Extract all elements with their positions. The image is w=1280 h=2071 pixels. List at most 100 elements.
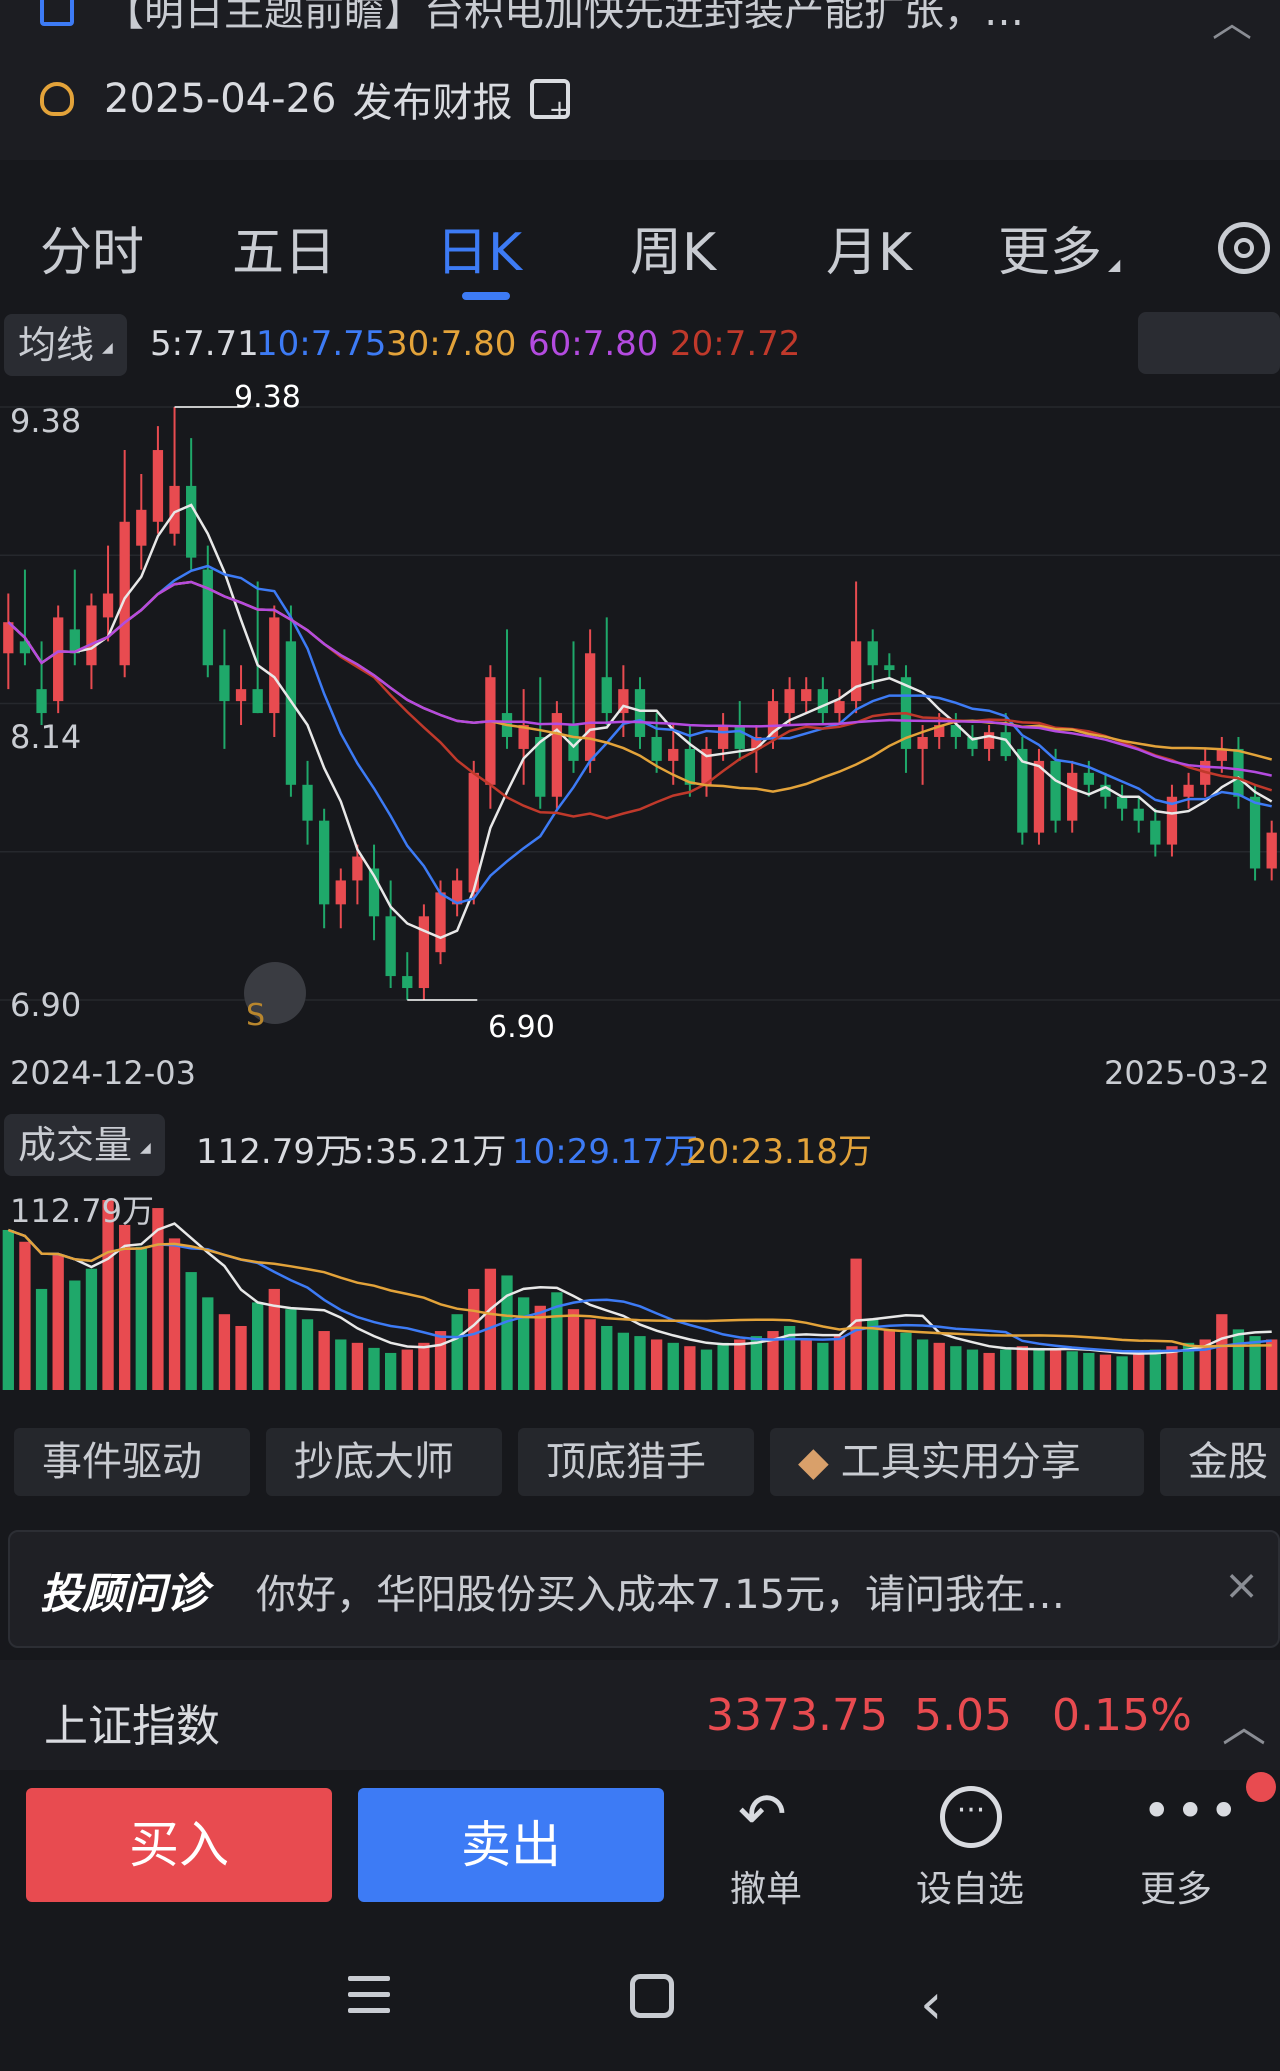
more-label[interactable]: 更多 — [1140, 1869, 1213, 1910]
candle-body — [551, 713, 563, 797]
advisor-card[interactable] — [8, 1530, 1280, 1648]
tag-gold-stock[interactable]: 金股 — [1160, 1428, 1280, 1496]
tab-more[interactable]: 更多 ◢ — [998, 210, 1120, 285]
candle-body — [1166, 796, 1178, 845]
undo-icon[interactable]: ↶ — [738, 1780, 787, 1848]
volume-bar — [1182, 1342, 1195, 1390]
volume-bar — [19, 1241, 31, 1390]
ma5-value: 5:7.71 — [150, 324, 259, 364]
volume-bar — [102, 1200, 114, 1390]
candle-body — [701, 748, 712, 785]
volume-chart[interactable] — [0, 1180, 1280, 1392]
chevron-up-icon[interactable]: ︿ — [1222, 1701, 1266, 1752]
candle-body — [152, 450, 164, 522]
candle-body — [468, 772, 479, 893]
tab-intraday[interactable]: 分时 — [40, 223, 145, 283]
s-marker: S — [246, 998, 266, 1033]
candle-body — [1183, 784, 1194, 797]
volume-bar — [1199, 1339, 1211, 1390]
candle-body — [634, 689, 646, 737]
ma-selector[interactable]: 均线 — [4, 314, 127, 376]
candle-body — [136, 509, 147, 546]
ma30-value: 30:7.80 — [386, 324, 517, 364]
candle-body — [651, 736, 662, 761]
volume-selector[interactable]: 成交量 — [4, 1114, 165, 1176]
volume-bar — [817, 1342, 829, 1390]
volume-ma20-line — [7, 1228, 1272, 1348]
volume-bar — [1232, 1329, 1245, 1390]
volume-bar — [1016, 1346, 1028, 1390]
blurred-button[interactable] — [1138, 312, 1280, 374]
kline-chart[interactable] — [0, 385, 1280, 1035]
volume-bar — [1049, 1349, 1062, 1390]
chevron-up-icon[interactable]: ︿ — [1212, 0, 1252, 46]
candle-body — [934, 725, 945, 737]
more-icon[interactable]: ••• — [1142, 1782, 1243, 1840]
price-axis-top: 9.38 — [10, 402, 82, 440]
volume-bar — [318, 1331, 330, 1390]
candle-body — [418, 916, 430, 989]
volume-bar — [734, 1339, 746, 1390]
tag-tools-share[interactable]: ◆ 工具实用分享 — [770, 1428, 1144, 1496]
tab-five-day[interactable]: 五日 — [232, 223, 337, 283]
volume-bar — [767, 1331, 779, 1390]
index-row[interactable] — [0, 1660, 1280, 1770]
volume-bar — [218, 1314, 231, 1390]
volume-bar — [1216, 1314, 1228, 1390]
candle-body — [535, 736, 546, 797]
close-icon[interactable]: × — [1224, 1560, 1260, 1609]
dropdown-icon: ◢ — [1108, 255, 1121, 274]
candle-body — [1266, 832, 1277, 869]
candle-body — [618, 689, 629, 714]
back-icon[interactable]: ‹ — [920, 1972, 943, 2037]
volume-bar — [567, 1309, 580, 1390]
tag-event-driven[interactable]: 事件驱动 — [14, 1428, 250, 1496]
candle-body — [202, 569, 213, 666]
notification-dot — [1246, 1772, 1276, 1802]
date-axis-start: 2024-12-03 — [10, 1054, 196, 1092]
tab-daily-k[interactable]: 日K — [436, 223, 523, 283]
candle-body — [368, 868, 380, 917]
home-icon[interactable] — [630, 1974, 674, 2018]
cancel-order-label[interactable]: 撤单 — [730, 1869, 803, 1910]
volume-bar — [601, 1325, 613, 1390]
system-nav-bar — [0, 1920, 1280, 2071]
candle-body — [568, 725, 579, 761]
candle-body — [435, 892, 446, 953]
edit-drawing-icon[interactable] — [244, 962, 306, 1024]
candle-body — [917, 736, 928, 749]
volume-bar — [434, 1331, 447, 1390]
candle-body — [19, 641, 31, 654]
settings-icon[interactable] — [1218, 222, 1270, 274]
candle-body — [584, 653, 596, 761]
add-watchlist-label[interactable]: 设自选 — [916, 1869, 1025, 1910]
tab-weekly-k[interactable]: 周K — [630, 223, 717, 283]
calendar-add-icon[interactable] — [530, 79, 571, 125]
candle-body — [1133, 808, 1144, 821]
tab-monthly-k[interactable]: 月K — [826, 223, 913, 283]
candle-body — [3, 622, 14, 654]
volume-bar — [933, 1342, 945, 1390]
more-dots-circle-icon[interactable]: ··· — [940, 1786, 1002, 1848]
tag-bottom-master[interactable]: 抄底大师 — [266, 1428, 502, 1496]
volume-ma20: 20:23.18万 — [686, 1132, 873, 1172]
volume-bar — [617, 1332, 630, 1390]
candle-body — [1000, 732, 1011, 757]
volume-bar — [1083, 1352, 1095, 1390]
sell-button[interactable]: 卖出 — [358, 1788, 664, 1902]
index-name: 上证指数 — [44, 1701, 220, 1752]
report-date: 2025-04-26 — [104, 76, 337, 122]
volume-bar — [285, 1309, 297, 1390]
report-date-row[interactable]: 2025-04-26 发布财报 — [40, 70, 571, 128]
volume-bar — [584, 1319, 596, 1390]
volume-bar — [501, 1275, 513, 1390]
tag-top-bottom-hunter[interactable]: 顶底猎手 — [518, 1428, 754, 1496]
candle-body — [1216, 748, 1227, 761]
candle-body — [402, 976, 413, 989]
candle-body — [219, 665, 230, 702]
buy-button[interactable]: 买入 — [26, 1788, 332, 1902]
recent-apps-icon[interactable] — [348, 1976, 390, 2024]
volume-bar — [551, 1292, 563, 1390]
candle-body — [601, 677, 612, 714]
news-ticker[interactable]: 【明日主题前瞻】台积电加快先进封装产能扩张，… — [40, 0, 1240, 30]
